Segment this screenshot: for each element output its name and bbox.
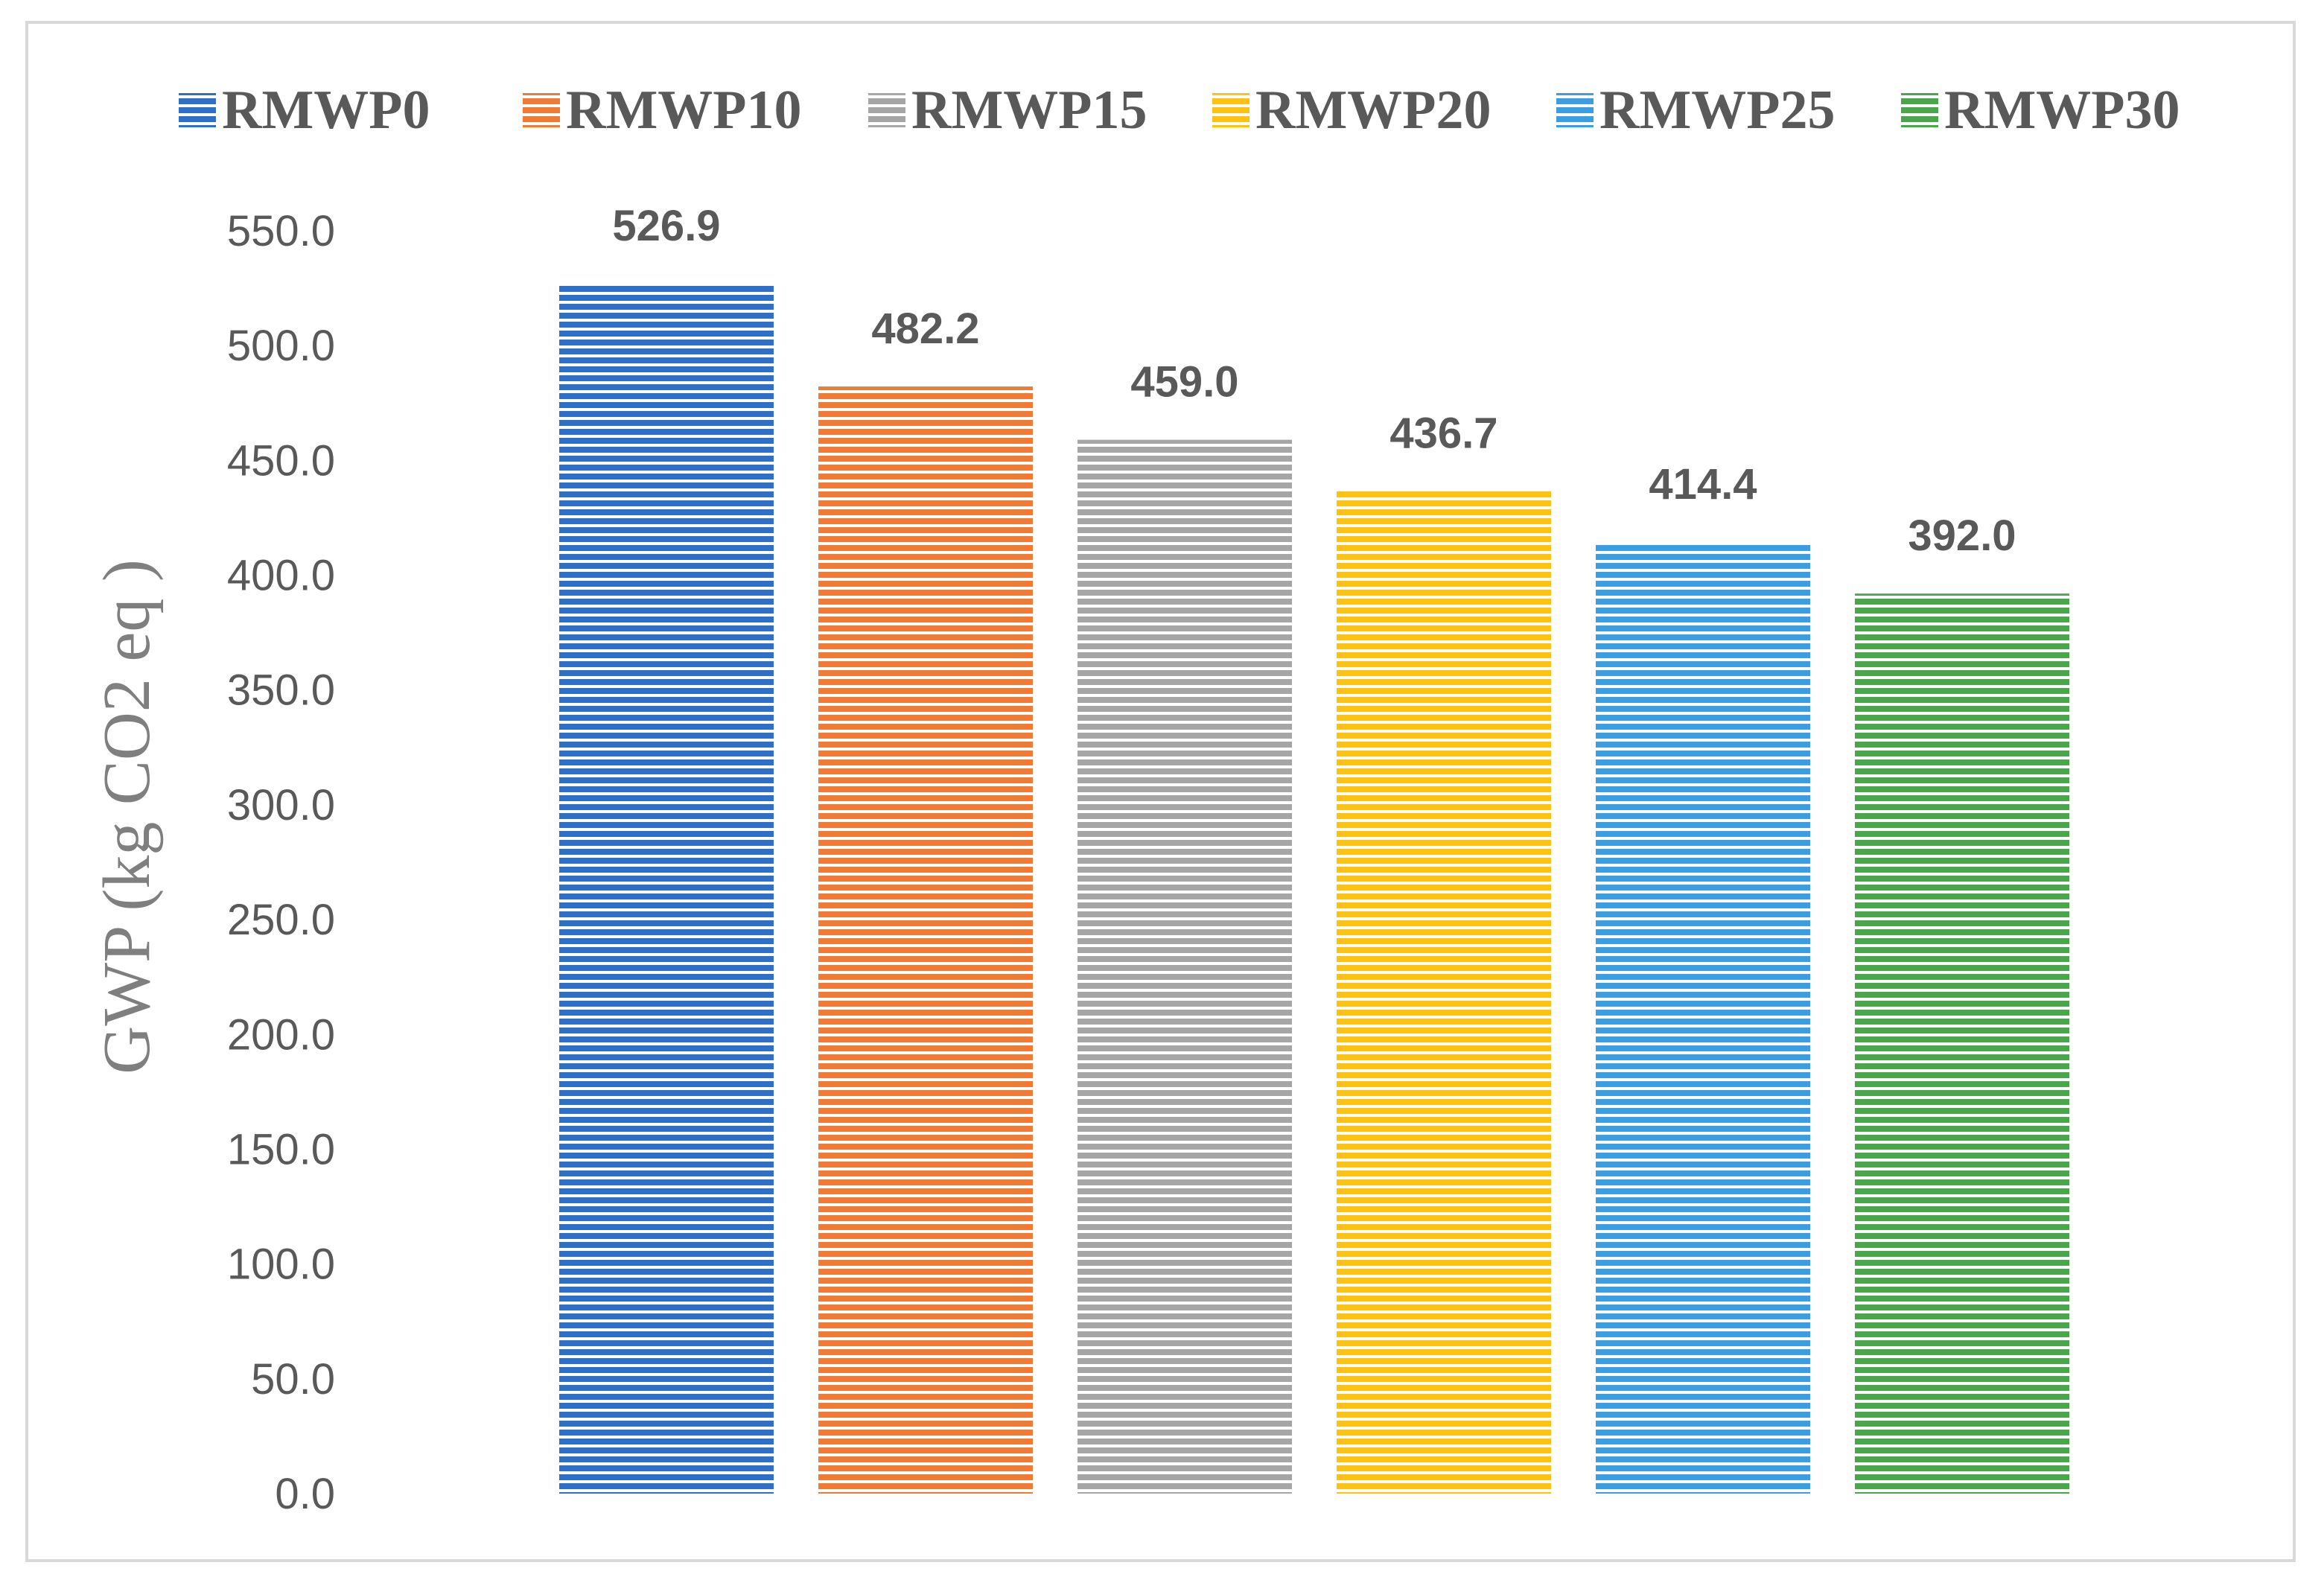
bar-rmwp20 xyxy=(1337,491,1551,1494)
legend-swatch-rmwp15 xyxy=(868,93,905,127)
bar-rmwp10 xyxy=(818,386,1033,1494)
y-tick-label: 200.0 xyxy=(227,1010,335,1059)
legend-swatch-rmwp0 xyxy=(179,93,216,127)
data-label-rmwp10: 482.2 xyxy=(871,305,979,353)
y-tick-label: 300.0 xyxy=(227,781,335,829)
bar-rmwp0 xyxy=(559,284,774,1494)
data-label-rmwp25: 414.4 xyxy=(1649,460,1757,509)
y-tick-label: 250.0 xyxy=(227,896,335,944)
y-tick-label: 150.0 xyxy=(227,1125,335,1173)
y-tick-label: 500.0 xyxy=(227,322,335,370)
legend-label-rmwp30: RMWP30 xyxy=(1944,80,2180,141)
legend-swatch-rmwp30 xyxy=(1901,93,1938,127)
bar-rmwp30 xyxy=(1855,593,2069,1494)
legend-label-rmwp20: RMWP20 xyxy=(1255,80,1492,141)
legend-swatch-rmwp25 xyxy=(1556,93,1594,127)
y-tick-label: 400.0 xyxy=(227,552,335,600)
data-label-rmwp20: 436.7 xyxy=(1389,409,1497,457)
legend-label-rmwp15: RMWP15 xyxy=(911,80,1147,141)
y-tick-label: 450.0 xyxy=(227,436,335,485)
bar-rmwp15 xyxy=(1077,439,1292,1494)
y-axis: 0.0 50.0 100.0 150.0 200.0 250.0 300.0 350.0 400… xyxy=(227,207,335,1518)
bars xyxy=(559,284,2069,1494)
y-tick-label: 100.0 xyxy=(227,1240,335,1289)
legend-label-rmwp10: RMWP10 xyxy=(566,80,802,141)
y-tick-label: 350.0 xyxy=(227,666,335,715)
data-label-rmwp15: 459.0 xyxy=(1130,358,1238,407)
legend-label-rmwp25: RMWP25 xyxy=(1599,80,1836,141)
bar-rmwp25 xyxy=(1596,542,1810,1494)
legend-swatch-rmwp10 xyxy=(523,93,560,127)
data-label-rmwp30: 392.0 xyxy=(1908,512,2016,560)
data-label-rmwp0: 526.9 xyxy=(612,202,720,250)
legend-label-rmwp0: RMWP0 xyxy=(222,80,430,141)
y-axis-title: GWP (kg CO2 eq ) xyxy=(90,559,164,1074)
legend-swatch-rmwp20 xyxy=(1212,93,1249,127)
y-tick-label: 50.0 xyxy=(251,1355,335,1404)
legend: RMWP0 RMWP10 RMWP15 RMWP20 RMWP25 RMWP30 xyxy=(179,80,2180,141)
y-tick-label: 0.0 xyxy=(275,1470,335,1518)
value-labels: 526.9 482.2 459.0 436.7 414.4 392.0 xyxy=(612,202,2016,560)
y-tick-label: 550.0 xyxy=(227,207,335,255)
